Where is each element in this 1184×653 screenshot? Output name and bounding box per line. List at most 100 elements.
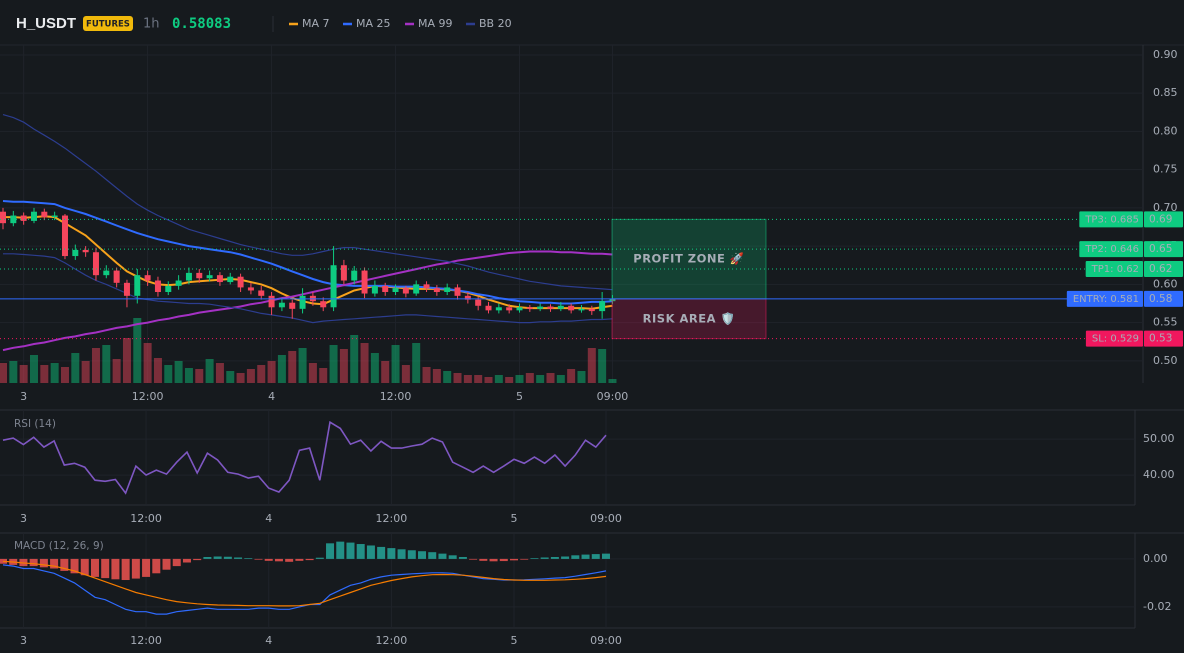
volume-bar [29, 355, 38, 383]
x-tick-label: 12:00 [376, 512, 408, 525]
histogram-bar [254, 558, 263, 560]
volume-bar [515, 375, 524, 383]
volume-bar [298, 348, 307, 383]
candle-body [413, 284, 420, 294]
volume-bar [174, 361, 183, 383]
volume-bar [50, 363, 59, 383]
histogram-bar [315, 557, 324, 559]
x-tick-label: 3 [20, 512, 27, 525]
volume-bar [277, 355, 286, 383]
y-tick-label: -0.02 [1143, 600, 1171, 613]
zone-label: PROFIT ZONE 🚀 [633, 252, 745, 266]
volume-bar [143, 343, 152, 383]
candle-body [475, 299, 482, 306]
histogram-bar [336, 541, 345, 559]
volume-bar [246, 369, 255, 383]
level-value: 0.69 [1149, 213, 1172, 225]
badge: FUTURES [86, 20, 130, 30]
level-tag-bg [1066, 290, 1143, 307]
panel-title: MACD (12, 26, 9) [14, 540, 104, 552]
volume-bar [133, 318, 142, 383]
x-tick-label: 09:00 [590, 512, 622, 525]
indicator-line [3, 215, 613, 310]
volume-bar [0, 363, 7, 383]
histogram-bar [448, 555, 457, 559]
histogram-bar [479, 558, 488, 561]
candle-body [537, 306, 544, 309]
x-tick-label: 09:00 [597, 390, 629, 403]
histogram-bar [428, 552, 437, 559]
rsi-line [2, 420, 607, 495]
legend-label: MA 99 [418, 17, 453, 30]
x-tick-label: 12:00 [376, 634, 408, 647]
histogram-bar [407, 550, 416, 559]
volume-bar [484, 377, 493, 383]
volume-bar [71, 353, 80, 383]
y-tick-label: 0.50 [1153, 354, 1178, 367]
candle-body [423, 284, 430, 289]
volume-bar [370, 353, 379, 383]
level-value-bg [1144, 290, 1183, 307]
histogram-bar [561, 556, 570, 559]
histogram-bar [591, 554, 600, 559]
y-tick-label: 0.00 [1143, 552, 1168, 565]
x-tick-label: 4 [265, 512, 272, 525]
volume-bar [112, 359, 121, 383]
candle-body [351, 270, 358, 281]
histogram-bar [90, 558, 99, 577]
histogram-bar [469, 558, 478, 560]
candle-body [206, 275, 213, 279]
histogram-bar [571, 555, 580, 559]
histogram-bar [182, 558, 191, 563]
candle-body [134, 275, 141, 296]
histogram-bar [540, 557, 549, 559]
candle-body [588, 308, 595, 312]
histogram-bar [458, 556, 467, 559]
volume-bar [443, 371, 452, 383]
volume-bar [412, 343, 421, 383]
histogram-bar [499, 558, 508, 562]
histogram-bar [193, 558, 202, 561]
histogram-bar [101, 558, 110, 579]
volume-bar [350, 335, 359, 383]
volume-bar [164, 365, 173, 383]
candle-body [392, 288, 399, 292]
volume-bar [432, 369, 441, 383]
candle-body [557, 305, 564, 309]
histogram-bar [356, 544, 365, 559]
x-tick-label: 12:00 [380, 390, 412, 403]
histogram-bar [80, 558, 89, 576]
x-tick-label: 3 [20, 634, 27, 647]
level-tag: TP3: 0.685 [1084, 214, 1139, 225]
candle-body [402, 288, 409, 294]
volume-bar [381, 361, 390, 383]
candle-body [599, 301, 606, 312]
candle-body [464, 295, 471, 300]
candle-body [185, 272, 192, 281]
level-value: 0.58 [1149, 293, 1172, 305]
histogram-bar [39, 558, 48, 568]
histogram-bar [510, 558, 518, 561]
candle-body [0, 211, 6, 224]
histogram-bar [397, 549, 406, 559]
y-tick-label: 0.90 [1153, 48, 1178, 61]
x-tick-label: 4 [268, 390, 275, 403]
volume-bar [236, 373, 245, 383]
histogram-bar [131, 558, 140, 579]
volume-bar [577, 371, 586, 383]
volume-bar [102, 345, 111, 383]
candle-body [361, 270, 368, 294]
y-tick-label: 0.55 [1153, 316, 1178, 329]
histogram-bar [162, 558, 171, 570]
panel-title: RSI (14) [14, 418, 56, 430]
volume-bar [494, 375, 503, 383]
volume-bar [536, 375, 545, 383]
volume-bar [319, 368, 328, 383]
interval[interactable]: 1h [143, 17, 160, 32]
y-tick-label: 0.60 [1153, 277, 1178, 290]
level-value: 0.62 [1149, 263, 1172, 275]
zone [611, 218, 767, 300]
histogram-bar [50, 558, 59, 569]
candle-body [123, 282, 130, 296]
